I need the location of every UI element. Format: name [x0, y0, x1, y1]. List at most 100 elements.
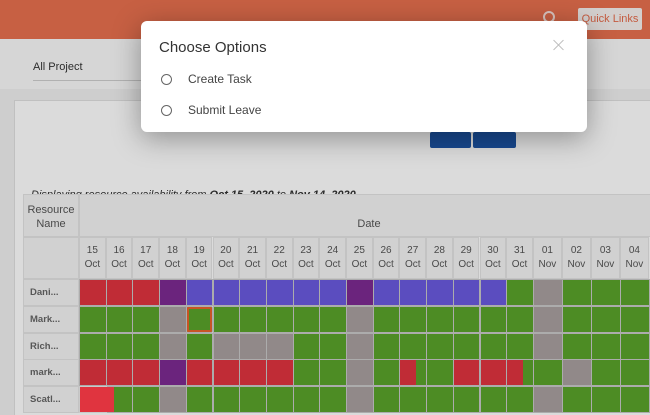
date-column-header: 02 Nov: [561, 237, 591, 279]
availability-cell[interactable]: [426, 359, 454, 386]
date-column-header: 28 Oct: [426, 237, 453, 279]
availability-cell[interactable]: [619, 306, 650, 333]
availability-cell[interactable]: [532, 386, 563, 413]
radio-icon[interactable]: [161, 73, 172, 85]
availability-cell[interactable]: [479, 279, 508, 306]
availability-cell[interactable]: [159, 306, 187, 333]
availability-cell[interactable]: [426, 306, 454, 333]
availability-cell[interactable]: [79, 333, 107, 360]
choose-options-dialog: Choose Options Create Task Submit Leave: [141, 21, 587, 132]
availability-cell[interactable]: [346, 359, 374, 386]
availability-cell[interactable]: [319, 279, 347, 306]
date-column-header: 16 Oct: [105, 237, 133, 279]
availability-cell[interactable]: [479, 359, 508, 386]
availability-cell[interactable]: [506, 359, 534, 386]
date-column-header: 27 Oct: [399, 237, 427, 279]
booked-portion: [507, 360, 524, 385]
availability-cell[interactable]: [212, 279, 241, 306]
availability-cell[interactable]: [619, 359, 650, 386]
availability-cell[interactable]: [479, 306, 508, 333]
availability-cell[interactable]: [319, 306, 347, 333]
availability-cell[interactable]: [132, 279, 161, 306]
radio-icon[interactable]: [161, 104, 172, 116]
availability-cell[interactable]: [590, 279, 621, 306]
availability-cell[interactable]: [132, 306, 161, 333]
availability-cell[interactable]: [561, 279, 592, 306]
availability-cell[interactable]: [105, 279, 134, 306]
availability-cell[interactable]: [532, 359, 563, 386]
date-column-header: 29 Oct: [452, 237, 480, 279]
date-header: Date: [79, 194, 650, 237]
availability-cell[interactable]: [79, 279, 107, 306]
resource-name-header: Resource Name: [23, 194, 79, 237]
date-column-header: 31 Oct: [506, 237, 533, 279]
date-column-header: 24 Oct: [319, 237, 346, 279]
availability-cell[interactable]: [265, 306, 294, 333]
availability-cell[interactable]: [619, 386, 650, 413]
availability-cell[interactable]: [212, 359, 241, 386]
availability-cell[interactable]: [479, 333, 508, 360]
availability-cell[interactable]: [212, 306, 241, 333]
availability-cell[interactable]: [265, 279, 294, 306]
availability-cell[interactable]: [561, 306, 592, 333]
toolbar-button-1[interactable]: [430, 132, 471, 148]
booked-portion: [80, 387, 114, 412]
quick-links-button[interactable]: Quick Links: [578, 8, 642, 30]
date-column-header: 20 Oct: [212, 237, 240, 279]
availability-cell[interactable]: [619, 333, 650, 360]
date-column-header: 30 Oct: [479, 237, 507, 279]
date-column-header: 22 Oct: [265, 237, 293, 279]
availability-cell[interactable]: [506, 386, 534, 413]
availability-cell[interactable]: [132, 386, 161, 413]
availability-cell[interactable]: [452, 333, 481, 360]
option-submit-leave[interactable]: Submit Leave: [161, 101, 261, 119]
availability-cell[interactable]: [132, 333, 161, 360]
date-column-header: 18 Oct: [159, 237, 186, 279]
resource-name[interactable]: mark...: [23, 359, 79, 386]
availability-cell[interactable]: [372, 386, 401, 413]
availability-cell[interactable]: [292, 306, 321, 333]
dialog-title: Choose Options: [159, 39, 267, 56]
availability-cell[interactable]: [239, 279, 267, 306]
option-create-task[interactable]: Create Task: [161, 70, 252, 88]
availability-cell[interactable]: [105, 359, 134, 386]
date-column-header: 15 Oct: [79, 237, 106, 279]
date-column-header: 26 Oct: [372, 237, 400, 279]
availability-cell[interactable]: [292, 279, 321, 306]
availability-cell[interactable]: [239, 333, 267, 360]
availability-cell[interactable]: [319, 359, 347, 386]
availability-cell[interactable]: [159, 359, 187, 386]
date-column-header: 04 Nov: [619, 237, 649, 279]
availability-cell[interactable]: [561, 386, 592, 413]
availability-cell[interactable]: [159, 279, 187, 306]
availability-cell[interactable]: [79, 359, 107, 386]
availability-cell[interactable]: [346, 306, 374, 333]
date-column-header: 25 Oct: [346, 237, 373, 279]
availability-cell[interactable]: [532, 279, 563, 306]
availability-cell[interactable]: [532, 333, 563, 360]
availability-cell[interactable]: [399, 359, 428, 386]
date-column-header: 23 Oct: [292, 237, 320, 279]
availability-cell[interactable]: [159, 333, 187, 360]
resource-name[interactable]: Scatl...: [23, 386, 79, 413]
availability-cell[interactable]: [319, 386, 347, 413]
availability-cell[interactable]: [619, 279, 650, 306]
close-icon[interactable]: [552, 38, 566, 52]
resource-name[interactable]: Mark...: [23, 306, 79, 333]
availability-cell[interactable]: [506, 306, 534, 333]
date-column-header: 21 Oct: [239, 237, 266, 279]
availability-cell[interactable]: [105, 306, 134, 333]
availability-cell[interactable]: [79, 386, 114, 413]
availability-cell[interactable]: [79, 306, 107, 333]
date-column-header: 19 Oct: [185, 237, 213, 279]
header-blank: [23, 237, 79, 279]
availability-cell[interactable]: [372, 359, 401, 386]
date-column-header: 01 Nov: [532, 237, 562, 279]
availability-cell[interactable]: [399, 386, 428, 413]
toolbar-button-2[interactable]: [473, 132, 516, 148]
availability-cell[interactable]: [452, 359, 481, 386]
availability-cell[interactable]: [452, 386, 481, 413]
project-select[interactable]: All Project: [33, 61, 143, 81]
resource-name[interactable]: Dani...: [23, 279, 79, 306]
date-column-header: 17 Oct: [132, 237, 160, 279]
